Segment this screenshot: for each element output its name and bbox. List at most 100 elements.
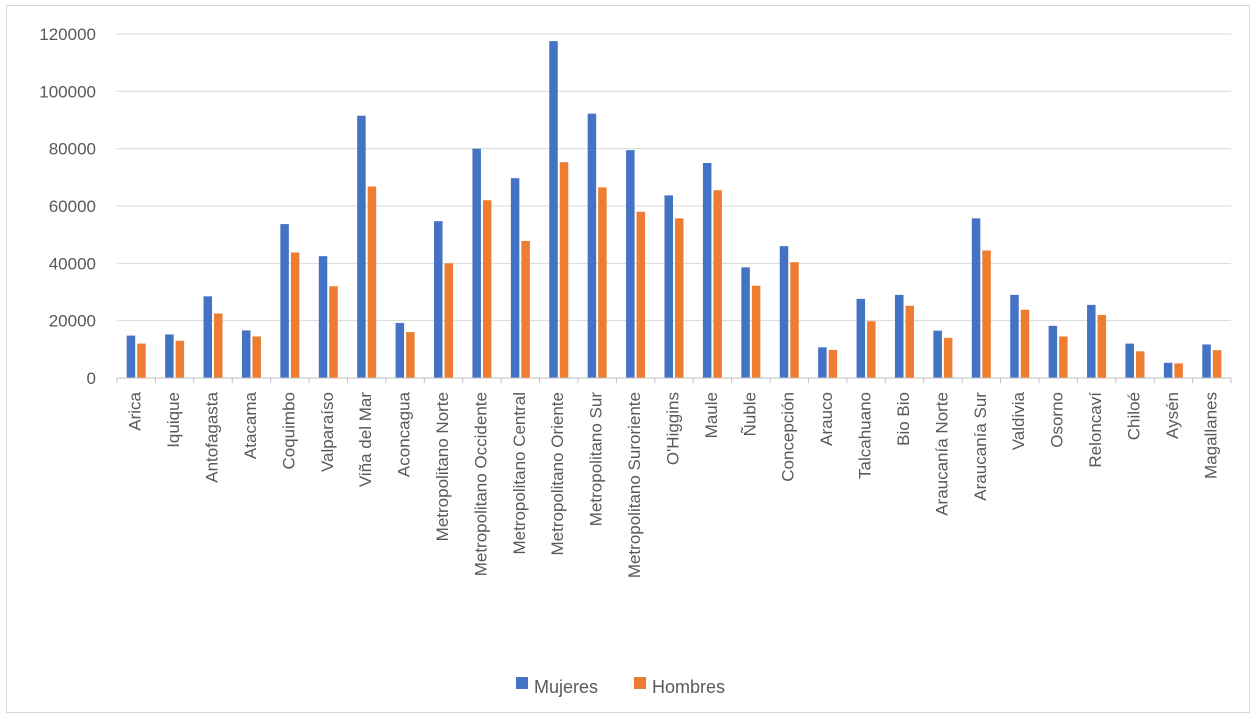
bar-hombres-28	[1212, 350, 1222, 378]
bar-mujeres-8	[434, 221, 443, 378]
x-category-label: O'Higgins	[663, 392, 682, 465]
bar-hombres-23	[1020, 309, 1030, 378]
bar-hombres-14	[675, 218, 684, 378]
bar-mujeres-12	[587, 113, 597, 379]
bar-mujeres-28	[1202, 344, 1211, 378]
x-category-label: Metropolitano Central	[510, 392, 529, 555]
bar-hombres-6	[367, 186, 377, 378]
bar-hombres-16	[751, 285, 761, 378]
legend-label-hombres: Hombres	[652, 677, 725, 697]
bar-mujeres-5	[318, 256, 328, 378]
bar-mujeres-24	[1048, 325, 1058, 378]
x-category-label: Valdivia	[1009, 391, 1028, 450]
x-category-label: Aysén	[1163, 392, 1182, 439]
bar-mujeres-14	[664, 195, 673, 378]
x-category-label: Magallanes	[1201, 392, 1220, 479]
y-tick-label: 80000	[49, 140, 96, 159]
bar-hombres-21	[943, 337, 953, 378]
bar-hombres-5	[329, 286, 338, 378]
bar-hombres-9	[482, 200, 492, 378]
bar-hombres-7	[406, 332, 415, 378]
legend-swatch-hombres	[634, 677, 646, 689]
x-category-label: Arauco	[817, 392, 836, 446]
bar-mujeres-0	[126, 335, 136, 378]
bar-hombres-27	[1174, 363, 1183, 378]
bar-mujeres-20	[894, 294, 904, 378]
x-category-label: Araucanía Sur	[971, 392, 990, 501]
x-category-label: Antofagasta	[203, 391, 222, 482]
y-tick-label: 120000	[39, 25, 96, 44]
x-category-label: Metropolitano Oriente	[548, 392, 567, 555]
bar-mujeres-22	[971, 218, 981, 378]
bar-mujeres-23	[1010, 294, 1019, 378]
x-category-label: Atacama	[241, 391, 260, 459]
x-category-label: Coquimbo	[279, 392, 298, 470]
bar-mujeres-15	[702, 163, 712, 378]
x-category-label: Maule	[702, 392, 721, 438]
bar-hombres-8	[444, 263, 454, 378]
bar-hombres-4	[290, 252, 300, 378]
bar-hombres-2	[214, 313, 223, 378]
legend-label-mujeres: Mujeres	[534, 677, 598, 697]
x-category-label: Ñuble	[740, 392, 759, 436]
x-axis-category-labels: Arica Iquique Antofagasta Atacama Coquimbo Va…	[126, 391, 1221, 578]
bar-hombres-20	[905, 305, 914, 378]
bar-mujeres-17	[779, 246, 789, 378]
bar-mujeres-3	[241, 330, 251, 378]
bar-hombres-25	[1097, 314, 1107, 378]
bar-mujeres-6	[357, 115, 366, 378]
bar-mujeres-1	[165, 334, 174, 378]
bar-hombres-18	[828, 349, 838, 378]
x-category-label: Bio Bio	[894, 392, 913, 446]
bars	[126, 41, 1222, 379]
bar-mujeres-4	[280, 224, 289, 378]
bar-hombres-24	[1059, 336, 1068, 378]
x-category-label: Arica	[126, 391, 145, 430]
y-axis-tick-labels: 0 20000 40000 60000 80000 100000 120000	[39, 25, 96, 388]
bar-hombres-11	[559, 162, 569, 378]
bar-hombres-19	[867, 321, 876, 378]
bar-mujeres-16	[741, 267, 750, 378]
x-category-label: Osorno	[1048, 392, 1067, 448]
x-category-label: Metropolitano Suroriente	[625, 392, 644, 578]
x-category-label: Reloncaví	[1086, 392, 1105, 468]
bar-hombres-1	[175, 340, 185, 378]
bar-hombres-17	[790, 262, 799, 378]
x-category-label: Metropolitano Norte	[433, 392, 452, 541]
x-category-label: Araucanía Norte	[932, 392, 951, 516]
bar-hombres-26	[1135, 351, 1145, 378]
bar-mujeres-13	[626, 150, 635, 378]
bar-mujeres-18	[818, 347, 827, 378]
x-axis	[116, 377, 1232, 383]
y-tick-label: 60000	[49, 197, 96, 216]
y-tick-label: 20000	[49, 312, 96, 331]
x-category-label: Valparaíso	[318, 392, 337, 472]
bar-mujeres-21	[933, 330, 942, 378]
bar-hombres-12	[598, 187, 607, 378]
y-tick-label: 0	[87, 369, 96, 388]
y-tick-label: 100000	[39, 82, 96, 101]
bar-mujeres-26	[1125, 343, 1134, 378]
legend-swatch-mujeres	[516, 677, 528, 689]
chart-frame	[6, 5, 1250, 713]
x-category-label: Talcahuano	[856, 392, 875, 479]
bar-hombres-15	[713, 190, 722, 378]
bar-hombres-0	[137, 343, 146, 378]
bar-mujeres-10	[510, 178, 520, 378]
bar-mujeres-27	[1163, 362, 1173, 378]
bar-mujeres-25	[1087, 304, 1096, 378]
bar-mujeres-9	[472, 148, 481, 378]
y-tick-label: 40000	[49, 254, 96, 273]
gridlines	[117, 33, 1231, 322]
legend: Mujeres Hombres	[516, 677, 725, 697]
bar-mujeres-19	[856, 298, 866, 378]
x-category-label: Viña del Mar	[356, 392, 375, 487]
bar-mujeres-2	[203, 296, 213, 378]
bar-hombres-13	[636, 211, 646, 378]
x-category-label: Concepción	[779, 392, 798, 482]
bar-mujeres-11	[549, 41, 558, 379]
x-category-label: Iquique	[164, 392, 183, 448]
bar-hombres-10	[521, 240, 530, 378]
bar-hombres-3	[252, 336, 261, 378]
